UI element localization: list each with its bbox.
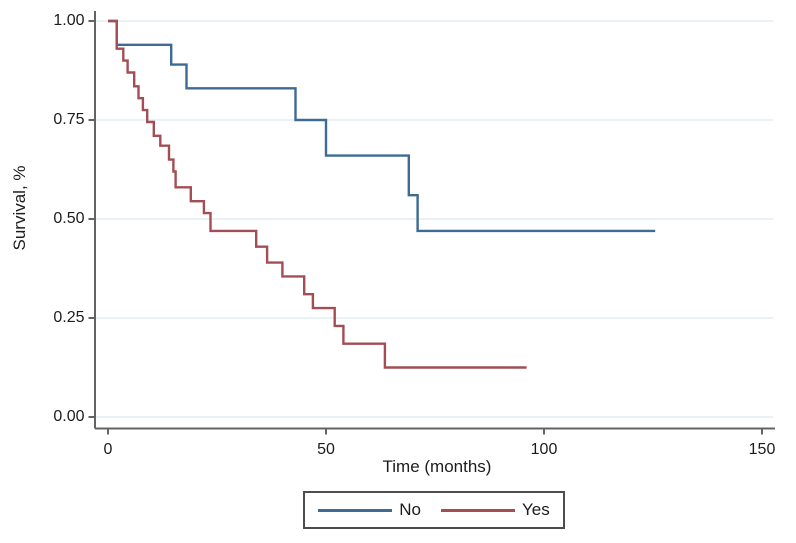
- x-tick-label: 0: [103, 440, 113, 458]
- y-tick-label: 1.00: [53, 12, 85, 29]
- x-tick-label: 50: [317, 440, 335, 458]
- y-tick-label: 0.25: [53, 309, 85, 326]
- y-tick-label: 0.00: [53, 408, 85, 425]
- legend: No Yes: [303, 491, 565, 529]
- legend-item-no: No: [318, 501, 421, 519]
- legend-label-no: No: [399, 500, 421, 519]
- legend-label-yes: Yes: [522, 500, 550, 519]
- y-axis-title: Survival, %: [10, 165, 29, 251]
- survival-curve-yes: [108, 19, 527, 369]
- legend-line-yes: [441, 508, 515, 512]
- x-tick-label: 150: [748, 440, 776, 458]
- y-tick-label: 0.50: [53, 210, 85, 227]
- x-axis-title: Time (months): [382, 457, 492, 476]
- legend-item-yes: Yes: [441, 501, 550, 519]
- x-tick-label: 100: [530, 440, 558, 458]
- survival-curve-no: [108, 19, 656, 233]
- y-tick-label: 0.75: [53, 111, 85, 128]
- legend-line-no: [318, 508, 393, 512]
